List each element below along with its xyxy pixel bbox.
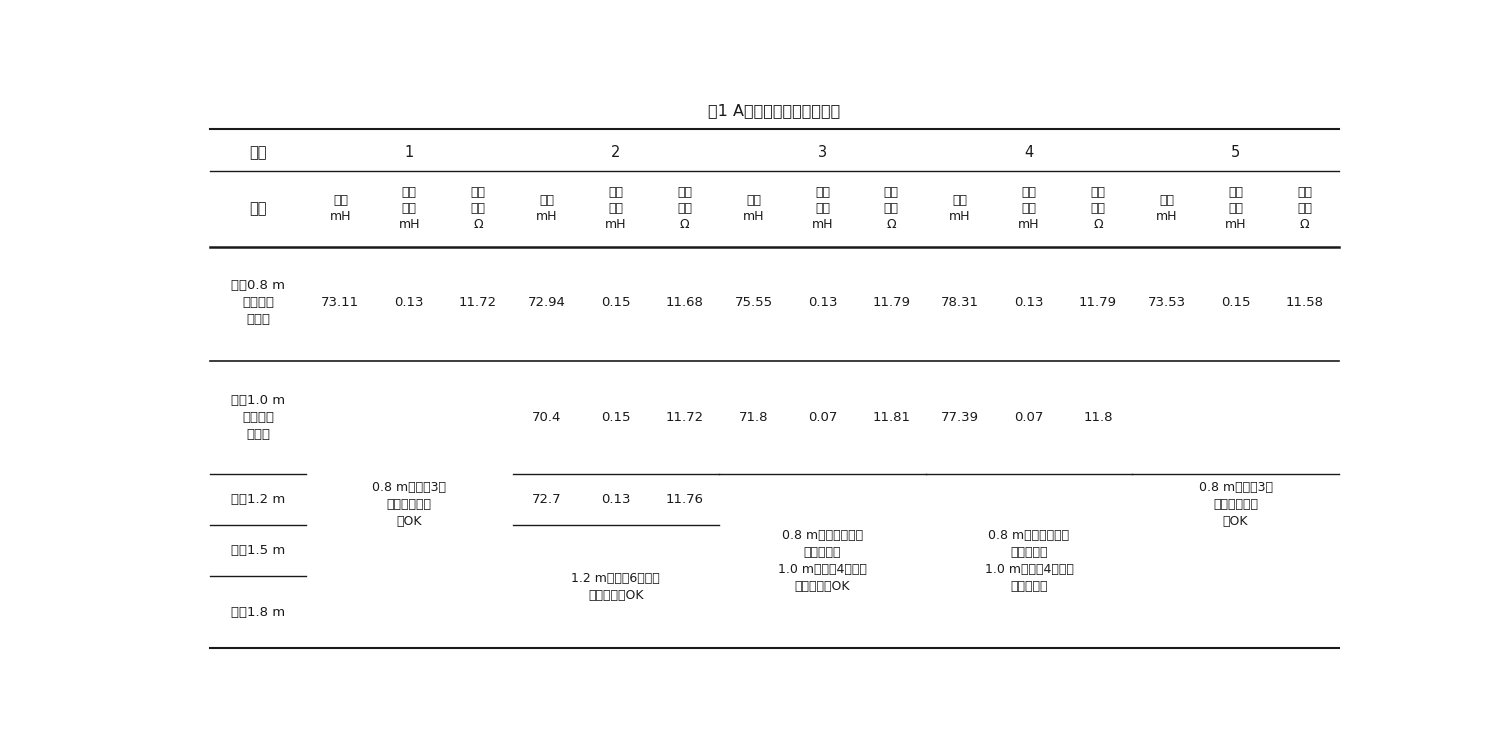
Text: 0.13: 0.13 <box>808 296 837 309</box>
Text: 平衡
电感
mH: 平衡 电感 mH <box>811 186 833 231</box>
Text: 跌落1.5 m: 跌落1.5 m <box>231 545 286 557</box>
Text: 0.8 m跌落后3号
引脚骨架断，
线OK: 0.8 m跌落后3号 引脚骨架断， 线OK <box>372 481 446 528</box>
Text: 11.68: 11.68 <box>666 296 704 309</box>
Text: 电感
mH: 电感 mH <box>743 194 765 223</box>
Text: 4: 4 <box>1024 145 1034 160</box>
Text: 电感
mH: 电感 mH <box>536 194 558 223</box>
Text: 1: 1 <box>405 145 414 160</box>
Text: 72.94: 72.94 <box>527 296 567 309</box>
Text: 11.8: 11.8 <box>1083 411 1112 424</box>
Text: 直流
电阻
Ω: 直流 电阻 Ω <box>1091 186 1106 231</box>
Text: 77.39: 77.39 <box>941 411 979 424</box>
Text: 跌落1.0 m
（流水线
高度）: 跌落1.0 m （流水线 高度） <box>231 394 286 441</box>
Text: 跌落1.8 m: 跌落1.8 m <box>231 606 286 619</box>
Text: 11.72: 11.72 <box>666 411 704 424</box>
Text: 平衡
电感
mH: 平衡 电感 mH <box>1018 186 1040 231</box>
Text: 11.76: 11.76 <box>666 494 704 506</box>
Text: 0.15: 0.15 <box>1221 296 1250 309</box>
Text: 5: 5 <box>1231 145 1241 160</box>
Text: 跌落1.2 m: 跌落1.2 m <box>231 494 286 506</box>
Text: 3: 3 <box>817 145 827 160</box>
Text: 71.8: 71.8 <box>739 411 768 424</box>
Text: 0.8 m跌落后骨架有
松动无裂痕
1.0 m跌落后4号引脚
骨架、线断: 0.8 m跌落后骨架有 松动无裂痕 1.0 m跌落后4号引脚 骨架、线断 <box>985 529 1073 593</box>
Text: 75.55: 75.55 <box>734 296 772 309</box>
Text: 73.11: 73.11 <box>322 296 360 309</box>
Text: 直流
电阻
Ω: 直流 电阻 Ω <box>884 186 899 231</box>
Text: 0.13: 0.13 <box>601 494 630 506</box>
Text: 电感
mH: 电感 mH <box>1156 194 1177 223</box>
Text: 78.31: 78.31 <box>941 296 979 309</box>
Text: 73.53: 73.53 <box>1148 296 1186 309</box>
Text: 跌落0.8 m
（流水线
高度）: 跌落0.8 m （流水线 高度） <box>231 279 286 326</box>
Text: 72.7: 72.7 <box>532 494 562 506</box>
Text: 平衡
电感
mH: 平衡 电感 mH <box>1225 186 1247 231</box>
Text: 平衡
电感
mH: 平衡 电感 mH <box>604 186 627 231</box>
Text: 平衡
电感
mH: 平衡 电感 mH <box>399 186 420 231</box>
Text: 0.13: 0.13 <box>1014 296 1044 309</box>
Text: 0.15: 0.15 <box>601 411 630 424</box>
Text: 1.2 m跌落后6号引脚
骨架断，线OK: 1.2 m跌落后6号引脚 骨架断，线OK <box>571 572 660 602</box>
Text: 11.58: 11.58 <box>1286 296 1324 309</box>
Text: 0.15: 0.15 <box>601 296 630 309</box>
Text: 0.07: 0.07 <box>1014 411 1044 424</box>
Text: 0.07: 0.07 <box>808 411 837 424</box>
Text: 11.81: 11.81 <box>872 411 910 424</box>
Text: 直流
电阻
Ω: 直流 电阻 Ω <box>470 186 485 231</box>
Text: 条件: 条件 <box>249 145 267 160</box>
Text: 表1 A厂家电感单体跌落数据: 表1 A厂家电感单体跌落数据 <box>709 103 840 118</box>
Text: 70.4: 70.4 <box>532 411 562 424</box>
Text: 0.8 m跌落后骨架有
松动无裂痕
1.0 m跌落后4号引脚
骨架断，线OK: 0.8 m跌落后骨架有 松动无裂痕 1.0 m跌落后4号引脚 骨架断，线OK <box>778 529 867 593</box>
Text: 11.79: 11.79 <box>1079 296 1117 309</box>
Text: 0.13: 0.13 <box>394 296 425 309</box>
Text: 标准: 标准 <box>249 201 267 216</box>
Text: 2: 2 <box>610 145 621 160</box>
Text: 11.79: 11.79 <box>872 296 910 309</box>
Text: 电感
mH: 电感 mH <box>949 194 972 223</box>
Text: 11.72: 11.72 <box>459 296 497 309</box>
Text: 直流
电阻
Ω: 直流 电阻 Ω <box>1296 186 1312 231</box>
Text: 0.8 m跌落后3号
引脚骨架断，
线OK: 0.8 m跌落后3号 引脚骨架断， 线OK <box>1198 481 1272 528</box>
Text: 电感
mH: 电感 mH <box>329 194 351 223</box>
Text: 直流
电阻
Ω: 直流 电阻 Ω <box>677 186 692 231</box>
